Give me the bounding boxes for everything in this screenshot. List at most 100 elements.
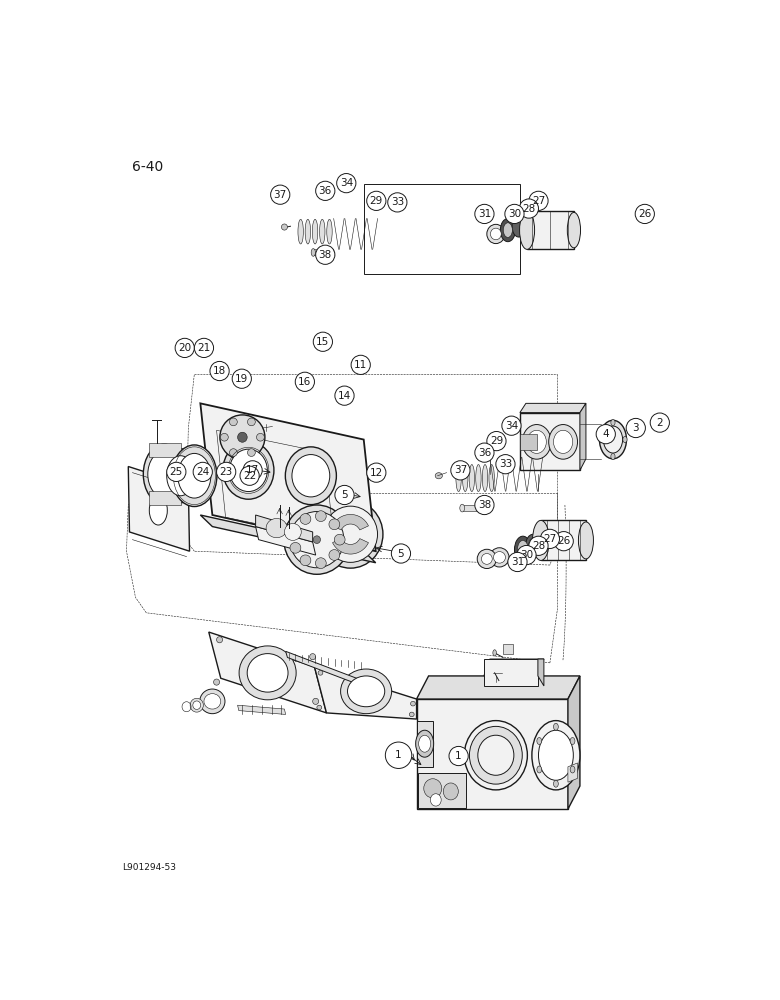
Ellipse shape [503, 223, 512, 237]
Ellipse shape [167, 456, 194, 496]
Ellipse shape [317, 705, 321, 710]
Ellipse shape [493, 650, 496, 656]
Ellipse shape [327, 219, 332, 244]
Ellipse shape [532, 721, 580, 790]
Polygon shape [568, 763, 577, 782]
Ellipse shape [537, 738, 541, 744]
Ellipse shape [527, 430, 546, 453]
Ellipse shape [247, 418, 255, 426]
Polygon shape [463, 505, 484, 511]
Text: 1: 1 [395, 750, 402, 760]
Ellipse shape [190, 698, 204, 712]
Ellipse shape [313, 698, 319, 704]
Circle shape [505, 204, 524, 224]
Circle shape [554, 532, 573, 551]
Ellipse shape [410, 701, 416, 706]
Ellipse shape [285, 447, 336, 505]
Ellipse shape [478, 735, 514, 775]
Ellipse shape [315, 511, 326, 522]
Ellipse shape [292, 455, 330, 497]
Ellipse shape [431, 794, 441, 806]
Wedge shape [332, 514, 368, 530]
Text: 24: 24 [196, 467, 209, 477]
Ellipse shape [476, 465, 481, 492]
Ellipse shape [172, 445, 217, 507]
Ellipse shape [491, 228, 502, 240]
Ellipse shape [579, 522, 594, 559]
Ellipse shape [341, 669, 392, 714]
Ellipse shape [204, 694, 221, 709]
Ellipse shape [482, 465, 488, 492]
Ellipse shape [523, 425, 551, 459]
Circle shape [316, 245, 335, 264]
Circle shape [351, 355, 370, 374]
Circle shape [232, 369, 251, 388]
Ellipse shape [600, 420, 626, 459]
Text: 34: 34 [339, 178, 353, 188]
Ellipse shape [310, 654, 316, 660]
Text: 29: 29 [370, 196, 383, 206]
Polygon shape [417, 699, 568, 809]
Text: 33: 33 [391, 197, 404, 207]
Ellipse shape [257, 433, 264, 441]
Ellipse shape [318, 671, 323, 675]
Ellipse shape [298, 219, 303, 244]
Ellipse shape [239, 646, 296, 700]
Ellipse shape [611, 453, 615, 460]
Ellipse shape [515, 536, 531, 563]
Ellipse shape [623, 436, 627, 443]
Polygon shape [568, 676, 580, 809]
Ellipse shape [229, 449, 237, 456]
Circle shape [367, 463, 386, 482]
Ellipse shape [500, 219, 516, 242]
Text: 18: 18 [213, 366, 226, 376]
Polygon shape [149, 443, 180, 457]
Circle shape [475, 443, 494, 462]
Text: 26: 26 [557, 536, 570, 546]
Circle shape [449, 746, 468, 766]
Ellipse shape [305, 219, 310, 244]
Ellipse shape [424, 779, 441, 798]
Ellipse shape [494, 552, 505, 563]
Ellipse shape [604, 426, 622, 453]
Ellipse shape [329, 519, 340, 530]
Ellipse shape [435, 473, 442, 479]
Ellipse shape [529, 538, 537, 554]
Polygon shape [417, 676, 580, 699]
Ellipse shape [315, 558, 326, 569]
Circle shape [243, 461, 262, 480]
Circle shape [502, 416, 521, 435]
Text: 23: 23 [219, 467, 232, 477]
Ellipse shape [554, 430, 573, 453]
Circle shape [508, 552, 527, 572]
Ellipse shape [318, 500, 383, 568]
Ellipse shape [144, 444, 186, 504]
Circle shape [335, 386, 354, 405]
Ellipse shape [548, 425, 577, 459]
Ellipse shape [238, 432, 247, 442]
Circle shape [541, 529, 559, 548]
Ellipse shape [312, 219, 317, 244]
Text: 16: 16 [298, 377, 311, 387]
Text: 3: 3 [633, 423, 639, 433]
Polygon shape [538, 659, 544, 686]
Circle shape [635, 204, 654, 224]
Ellipse shape [247, 654, 288, 692]
Text: 30: 30 [520, 550, 533, 560]
Ellipse shape [329, 550, 340, 560]
Ellipse shape [335, 534, 345, 545]
Ellipse shape [567, 212, 580, 248]
Text: 22: 22 [243, 471, 256, 481]
Text: 27: 27 [532, 196, 545, 206]
Ellipse shape [410, 712, 414, 717]
Ellipse shape [300, 514, 311, 524]
Polygon shape [256, 527, 316, 555]
Polygon shape [580, 403, 586, 470]
Circle shape [385, 742, 412, 768]
Polygon shape [484, 659, 538, 686]
Circle shape [193, 462, 212, 481]
Polygon shape [238, 705, 285, 714]
Ellipse shape [290, 542, 301, 553]
Ellipse shape [537, 766, 541, 773]
Text: 26: 26 [638, 209, 651, 219]
